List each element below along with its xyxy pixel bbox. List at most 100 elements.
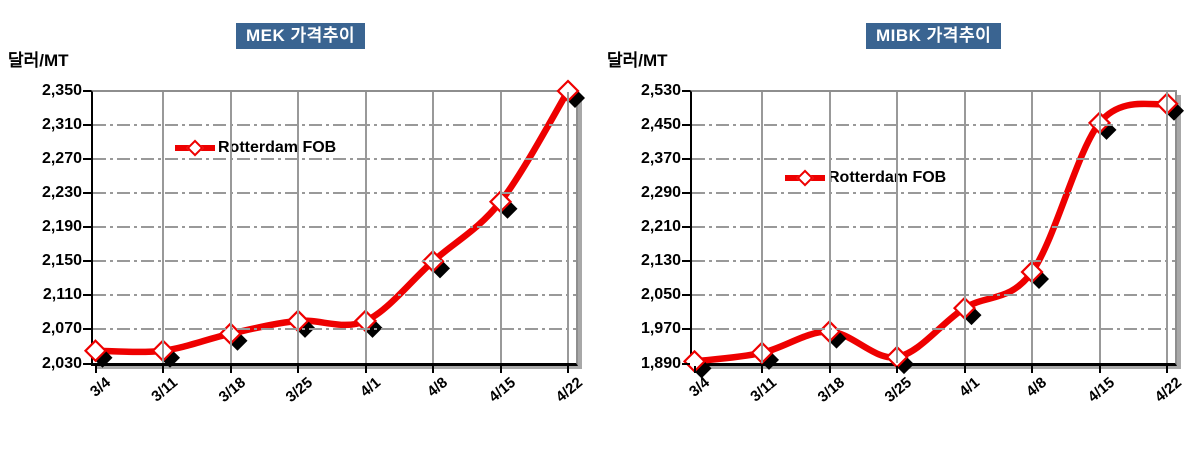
x-axis-tick	[896, 366, 898, 373]
y-axis-label: 2,190	[41, 218, 82, 236]
x-axis-label: 4/22	[552, 374, 586, 406]
x-axis-label: 4/1	[955, 374, 983, 401]
y-axis-tick	[83, 226, 91, 229]
y-axis-label: 2,350	[41, 82, 82, 99]
v-gridline	[432, 92, 434, 363]
v-gridline	[896, 92, 898, 363]
y-axis-tick	[682, 226, 690, 229]
v-gridline	[499, 92, 502, 363]
y-axis-tick	[83, 158, 91, 161]
h-gridline	[93, 328, 576, 331]
chart-title: MIBK 가격추이	[866, 23, 1002, 49]
x-axis-tick	[567, 366, 569, 373]
y-axis-label: 1,890	[640, 354, 681, 372]
mibk-price-chart: MIBK 가격추이 달러/MT Rotterdam FOB 2,530 2,450…	[599, 0, 1198, 450]
y-axis-unit-label: 달러/MT	[8, 51, 69, 70]
x-axis-tick	[761, 366, 763, 373]
x-axis-label: 3/11	[747, 374, 780, 406]
y-axis-tick	[83, 260, 91, 263]
x-axis-label: 3/18	[215, 374, 249, 406]
x-axis-label: 4/8	[1023, 374, 1050, 401]
legend: Rotterdam FOB	[175, 139, 336, 157]
legend-line-marker-icon	[785, 169, 825, 187]
v-gridline	[963, 92, 966, 363]
x-axis-tick	[94, 366, 97, 373]
y-axis-tick	[682, 124, 690, 127]
y-axis-tick	[83, 328, 91, 331]
h-gridline	[692, 226, 1175, 229]
x-axis-label: 3/4	[685, 374, 713, 401]
h-gridline	[692, 260, 1175, 263]
y-axis-label: 2,030	[41, 354, 82, 372]
h-gridline	[93, 260, 576, 263]
mek-price-chart: MEK 가격추이 달러/MT Rotterdam FOB 2,350 2,310 2…	[8, 23, 586, 406]
y-axis-label: 2,070	[41, 320, 82, 338]
y-axis-tick	[682, 328, 690, 331]
h-gridline	[93, 158, 576, 161]
x-axis-tick	[693, 366, 696, 373]
legend-label: Rotterdam FOB	[218, 139, 337, 156]
h-gridline	[692, 294, 1175, 297]
h-gridline	[93, 124, 576, 127]
y-axis-label: 2,370	[640, 150, 681, 168]
y-axis-tick	[682, 90, 690, 92]
h-gridline	[692, 158, 1175, 161]
x-axis-label: 3/25	[282, 374, 316, 406]
y-axis-label: 2,130	[640, 252, 681, 270]
y-axis-label: 2,270	[41, 150, 82, 168]
x-axis-tick	[1098, 366, 1101, 373]
x-axis-label: 4/1	[356, 374, 384, 401]
x-axis-label: 4/15	[485, 374, 519, 406]
v-gridline	[364, 92, 367, 363]
y-axis-label: 2,210	[640, 218, 681, 236]
y-axis-tick	[682, 192, 690, 195]
y-axis-tick	[682, 260, 690, 263]
v-gridline	[229, 92, 232, 363]
diamond-marker-icon	[796, 169, 814, 187]
y-axis-tick	[83, 90, 91, 92]
h-gridline	[692, 124, 1175, 127]
y-axis-tick	[83, 294, 91, 297]
x-axis-label: 4/15	[1084, 374, 1118, 406]
chart-title: MEK 가격추이	[236, 23, 366, 49]
x-axis-label: 3/18	[814, 374, 848, 406]
v-gridline	[1166, 92, 1168, 363]
x-axis-tick	[432, 366, 434, 373]
h-gridline	[692, 192, 1175, 195]
y-axis-label: 2,150	[41, 252, 82, 270]
y-axis-tick	[83, 192, 91, 195]
y-axis-label: 2,450	[640, 116, 681, 134]
x-axis-tick	[162, 366, 164, 373]
legend: Rotterdam FOB	[785, 169, 946, 187]
y-axis-tick	[83, 362, 91, 365]
diamond-marker-icon	[186, 139, 204, 157]
x-axis-label: 3/4	[86, 374, 114, 401]
y-axis-tick	[83, 124, 91, 127]
x-axis-tick	[1031, 366, 1033, 373]
v-gridline	[761, 92, 763, 363]
y-axis-label: 1,970	[640, 320, 681, 338]
v-gridline	[162, 92, 164, 363]
y-axis-tick	[682, 158, 690, 161]
legend-line-marker-icon	[175, 139, 215, 157]
x-axis-tick	[364, 366, 367, 373]
y-axis-unit-label: 달러/MT	[607, 51, 668, 70]
x-axis-tick	[1166, 366, 1168, 373]
x-axis-tick	[297, 366, 299, 373]
v-gridline	[567, 92, 569, 363]
legend-label: Rotterdam FOB	[828, 169, 947, 186]
x-axis-label: 3/11	[148, 374, 181, 406]
x-axis-tick	[828, 366, 831, 373]
y-axis-label: 2,290	[640, 184, 681, 202]
h-gridline	[93, 294, 576, 297]
y-axis-label: 2,050	[640, 286, 681, 304]
v-gridline	[828, 92, 831, 363]
plot-area	[690, 90, 1177, 366]
h-gridline	[692, 328, 1175, 331]
v-gridline	[297, 92, 299, 363]
v-gridline	[1031, 92, 1033, 363]
x-axis-label: 4/22	[1151, 374, 1185, 406]
y-axis-tick	[682, 362, 690, 365]
x-axis-tick	[963, 366, 966, 373]
